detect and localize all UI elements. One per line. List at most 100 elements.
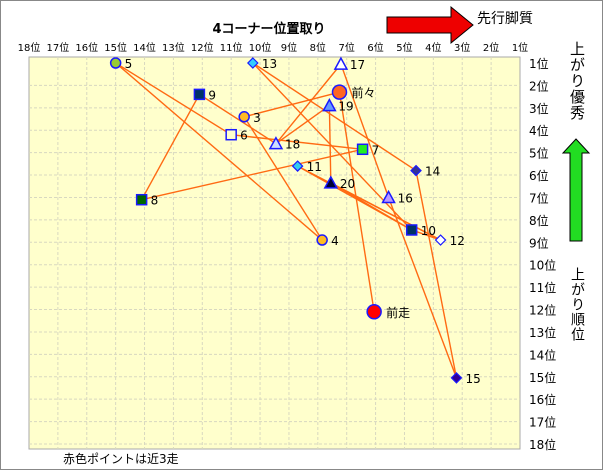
x-tick-label: 9位: [281, 41, 297, 54]
chart-note: 赤色ポイントは近3走: [63, 452, 179, 466]
point-label: 18: [285, 138, 300, 152]
point: 18: [268, 136, 300, 152]
connection-line: [115, 62, 323, 241]
point: 15: [450, 372, 481, 386]
connection-line: [328, 105, 332, 183]
point-label: 6: [240, 129, 248, 143]
x-tick-label: 10位: [249, 41, 272, 54]
point-marker: [322, 98, 337, 112]
point: 8: [135, 193, 158, 208]
point-marker: [246, 57, 259, 69]
x-tick-label: 2位: [483, 41, 499, 54]
point: 4: [316, 234, 339, 248]
point: 14: [410, 164, 440, 179]
connection-line: [338, 92, 375, 312]
point-label: 4: [331, 234, 339, 248]
point: 7: [356, 143, 380, 157]
x-tick-label: 11位: [220, 41, 243, 54]
connection-line: [340, 63, 390, 198]
x-tick-label: 14位: [133, 41, 156, 54]
y-tick-label: 8位: [529, 213, 549, 228]
x-tick-label: 16位: [75, 41, 98, 54]
point-marker: [356, 143, 369, 156]
point: 5: [109, 57, 132, 71]
x-tick-label: 8位: [310, 41, 326, 54]
connection-line: [231, 134, 363, 150]
point-label: 9: [208, 88, 216, 102]
point-marker: [366, 304, 382, 320]
connection-line: [141, 94, 201, 201]
y-tick-label: 18位: [529, 437, 556, 452]
point: 19: [322, 98, 354, 114]
right-arrow-icon: [386, 5, 474, 45]
y-tick-label: 17位: [529, 415, 556, 430]
point-label: 前走: [386, 305, 410, 320]
point-label: 15: [465, 372, 480, 386]
point: 前走: [366, 304, 410, 320]
x-tick-labels: 18位 17位 16位 15位 14位 13位 12位 11位 10位 9位 8位 7位 6位 5位 4位 3…: [18, 41, 529, 54]
point-marker: [450, 372, 463, 384]
point-marker: [410, 164, 422, 177]
point-marker: [135, 193, 148, 206]
x-tick-label: 3位: [454, 41, 470, 54]
point-marker: [405, 224, 418, 236]
connection-line: [275, 63, 342, 145]
point-label: 16: [398, 191, 413, 205]
y-tick-label: 1位: [529, 56, 549, 71]
x-tick-label: 12位: [191, 41, 214, 54]
point: 17: [333, 56, 365, 72]
point-marker: [193, 88, 206, 101]
grid: [29, 57, 520, 449]
point-marker: [109, 57, 122, 69]
x-tick-label: 17位: [47, 41, 70, 54]
point-label: 17: [350, 58, 365, 72]
point: 11: [291, 160, 322, 174]
x-tick-label: 13位: [162, 41, 185, 54]
plot-area: [28, 56, 521, 450]
point: 10: [405, 224, 436, 238]
connection-line: [115, 62, 232, 136]
y-tick-label: 6位: [529, 168, 549, 183]
y-tick-label: 4位: [529, 123, 549, 138]
point-label: 20: [340, 177, 355, 191]
point: 16: [381, 189, 413, 205]
point-label: 14: [425, 165, 440, 179]
y-tick-label: 15位: [529, 370, 556, 385]
point-marker: [323, 175, 339, 189]
point-marker: [316, 234, 328, 246]
y-tick-label: 12位: [529, 303, 556, 318]
point-marker: [225, 128, 237, 141]
connection-line: [415, 170, 458, 379]
y-tick-label: 9位: [529, 235, 549, 250]
x-tick-label: 1位: [512, 41, 528, 54]
y-tick-label: 2位: [529, 78, 549, 93]
point-marker: [331, 84, 348, 100]
connection-line: [141, 148, 363, 201]
connection-line: [199, 93, 277, 145]
x-tick-label: 4位: [425, 41, 441, 54]
point-marker: [434, 234, 447, 246]
connection-line: [387, 197, 458, 379]
point: 9: [193, 88, 216, 102]
y-tick-labels: 1位 2位 3位 4位 5位 6位 7位 8位 9位 10位 11位 12位 13位 14位 15位 16位 1…: [529, 56, 556, 452]
x-tick-label: 5位: [396, 41, 412, 54]
point: 6: [225, 128, 248, 143]
x-axis-label: 先行脚質: [477, 11, 533, 27]
connection-line: [252, 62, 417, 172]
point-label: 7: [372, 143, 380, 157]
y-axis-label-bottom: 上がり順位: [569, 267, 585, 342]
point-marker: [381, 189, 396, 204]
point: 20: [323, 175, 355, 191]
chart-title: 4コーナー位置取り: [212, 21, 325, 37]
point-marker: [291, 160, 304, 172]
point-label: 10: [421, 224, 436, 238]
y-tick-label: 13位: [529, 325, 556, 340]
point-marker: [268, 136, 284, 150]
point-label: 19: [338, 100, 353, 114]
point: 前々: [331, 84, 376, 100]
y-tick-label: 14位: [529, 347, 556, 362]
points: 5 13 17 前々 9 19 36 18 7 11 14 20 8 16 10 4 12 前走 15: [109, 56, 481, 386]
connection-line: [275, 105, 330, 145]
